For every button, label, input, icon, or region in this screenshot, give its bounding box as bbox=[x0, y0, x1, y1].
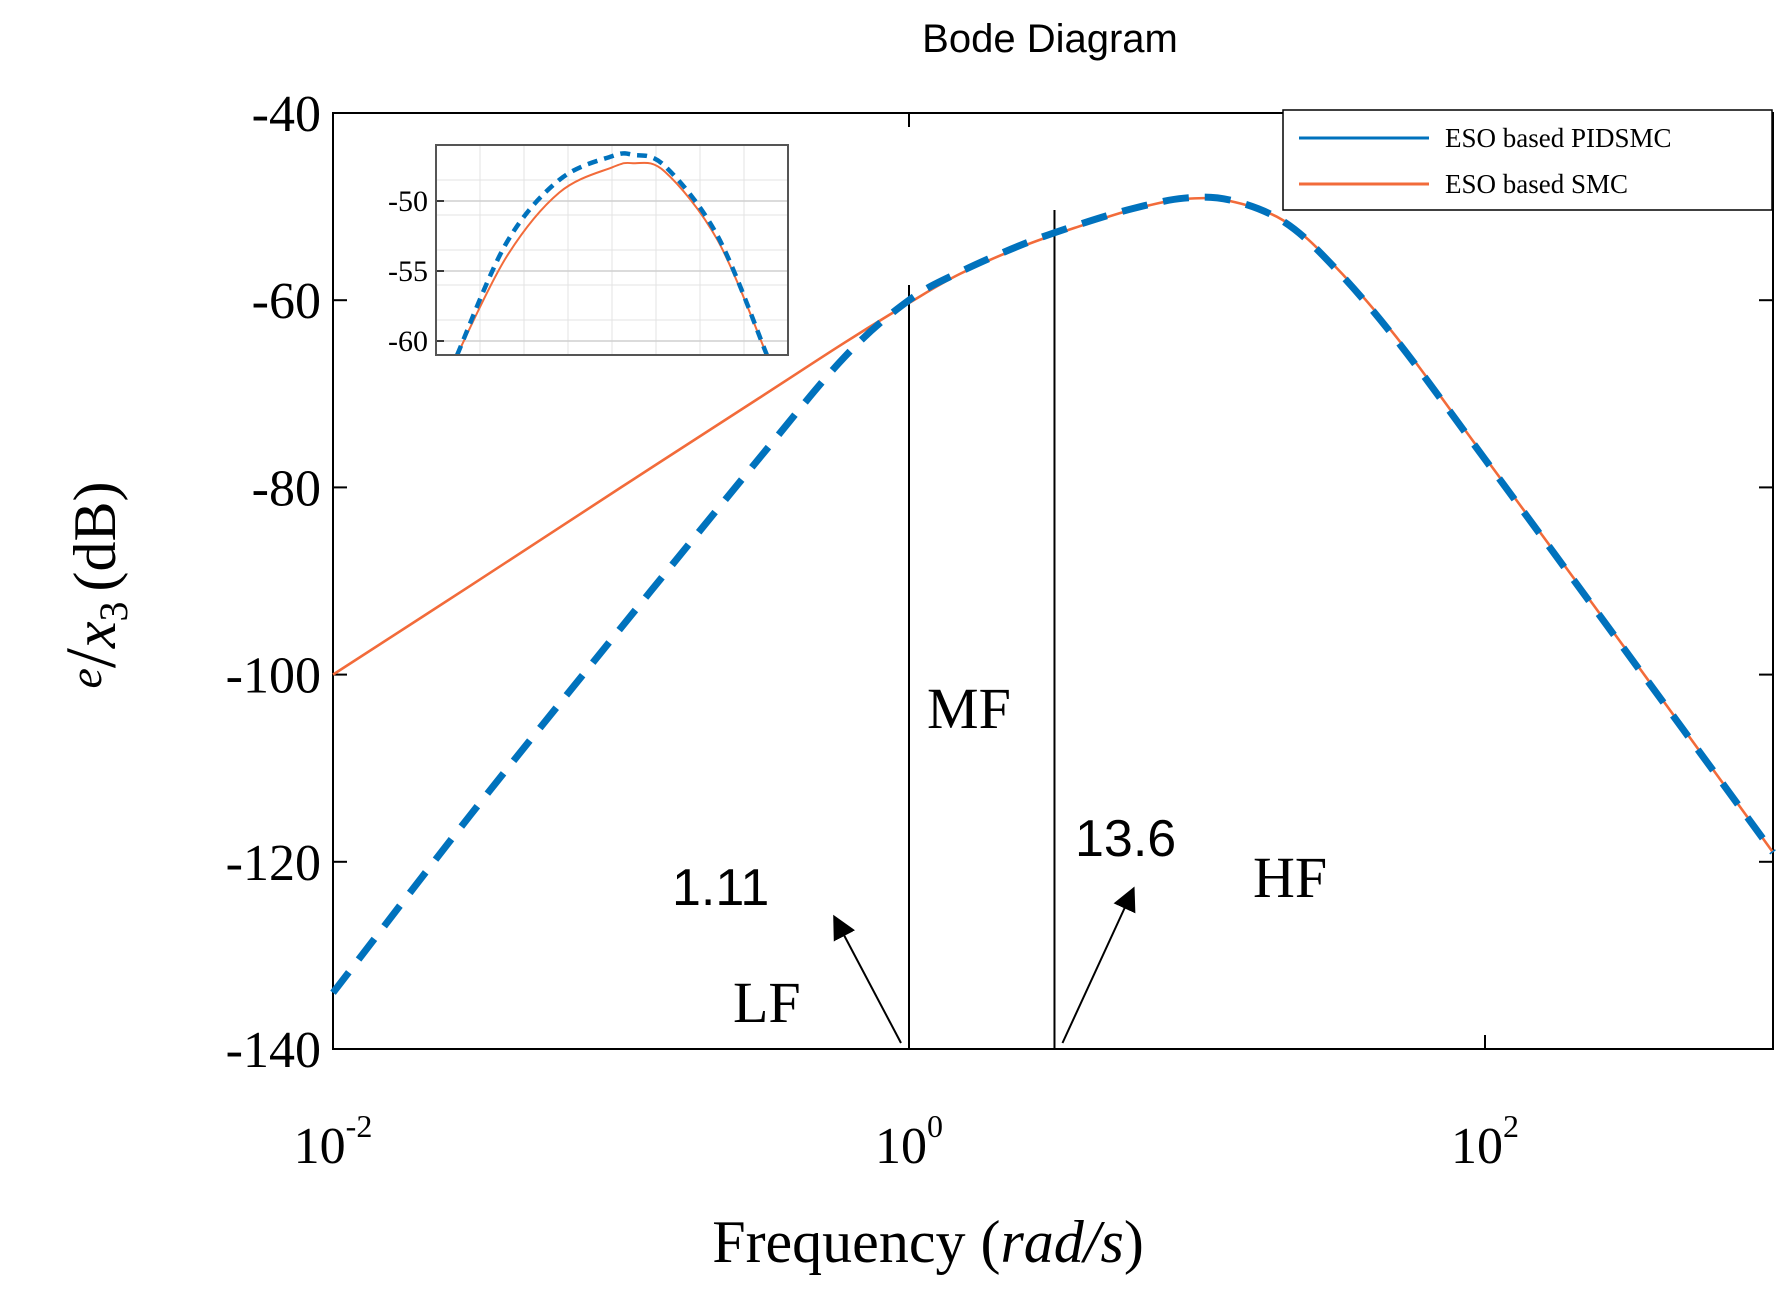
region-divider-lines bbox=[908, 210, 1056, 1049]
series-group bbox=[330, 193, 1776, 995]
region-label-hf: HF bbox=[1253, 845, 1327, 910]
inset-y-tick-label: -50 bbox=[388, 185, 428, 218]
inset-frame bbox=[435, 144, 789, 356]
region-label-lf: LF bbox=[733, 970, 801, 1035]
y-axis-label: e/x3(dB) bbox=[51, 481, 136, 688]
x-tick-label: 100 bbox=[875, 1108, 943, 1175]
annotation-freq-1-11: 1.11 bbox=[672, 859, 769, 917]
legend-label: ESO based SMC bbox=[1445, 169, 1628, 199]
region-label-mf: MF bbox=[927, 676, 1011, 741]
annotation-freq-13-6: 13.6 bbox=[1075, 810, 1176, 868]
series-line-eso-pidsmc bbox=[330, 193, 1776, 995]
plot-frame bbox=[332, 112, 1774, 1050]
x-axis: 10-2 100 102 bbox=[294, 113, 1519, 1175]
x-tick-label: 10-2 bbox=[294, 1108, 373, 1175]
inset-y-tick-label: -60 bbox=[388, 325, 428, 358]
annotation-arrow-13-6 bbox=[1061, 886, 1136, 1044]
annotation-arrow-1-11 bbox=[833, 914, 902, 1044]
y-tick-label: -140 bbox=[226, 1022, 321, 1079]
y-tick-label: -80 bbox=[252, 460, 321, 517]
y-tick-label: -100 bbox=[226, 648, 321, 705]
y-tick-label: -60 bbox=[252, 273, 321, 330]
inset-plot: -50 -55 -60 bbox=[388, 144, 789, 358]
y-axis: -140 -120 -100 -80 -60 -40 bbox=[226, 86, 1773, 1079]
annotations: LF MF HF 1.11 13.6 bbox=[672, 676, 1327, 1044]
legend-box bbox=[1282, 109, 1773, 211]
chart-title: Bode Diagram bbox=[922, 17, 1178, 61]
x-axis-label: Frequency (rad/s) bbox=[712, 1209, 1144, 1275]
y-tick-label: -40 bbox=[252, 86, 321, 143]
y-tick-label: -120 bbox=[226, 835, 321, 892]
inset-y-tick-label: -55 bbox=[388, 255, 428, 288]
inset-series-eso-pidsmc bbox=[455, 151, 769, 356]
x-tick-label: 102 bbox=[1451, 1108, 1519, 1175]
legend: ESO based PIDSMC ESO based SMC bbox=[1282, 109, 1773, 211]
legend-label: ESO based PIDSMC bbox=[1445, 123, 1672, 153]
